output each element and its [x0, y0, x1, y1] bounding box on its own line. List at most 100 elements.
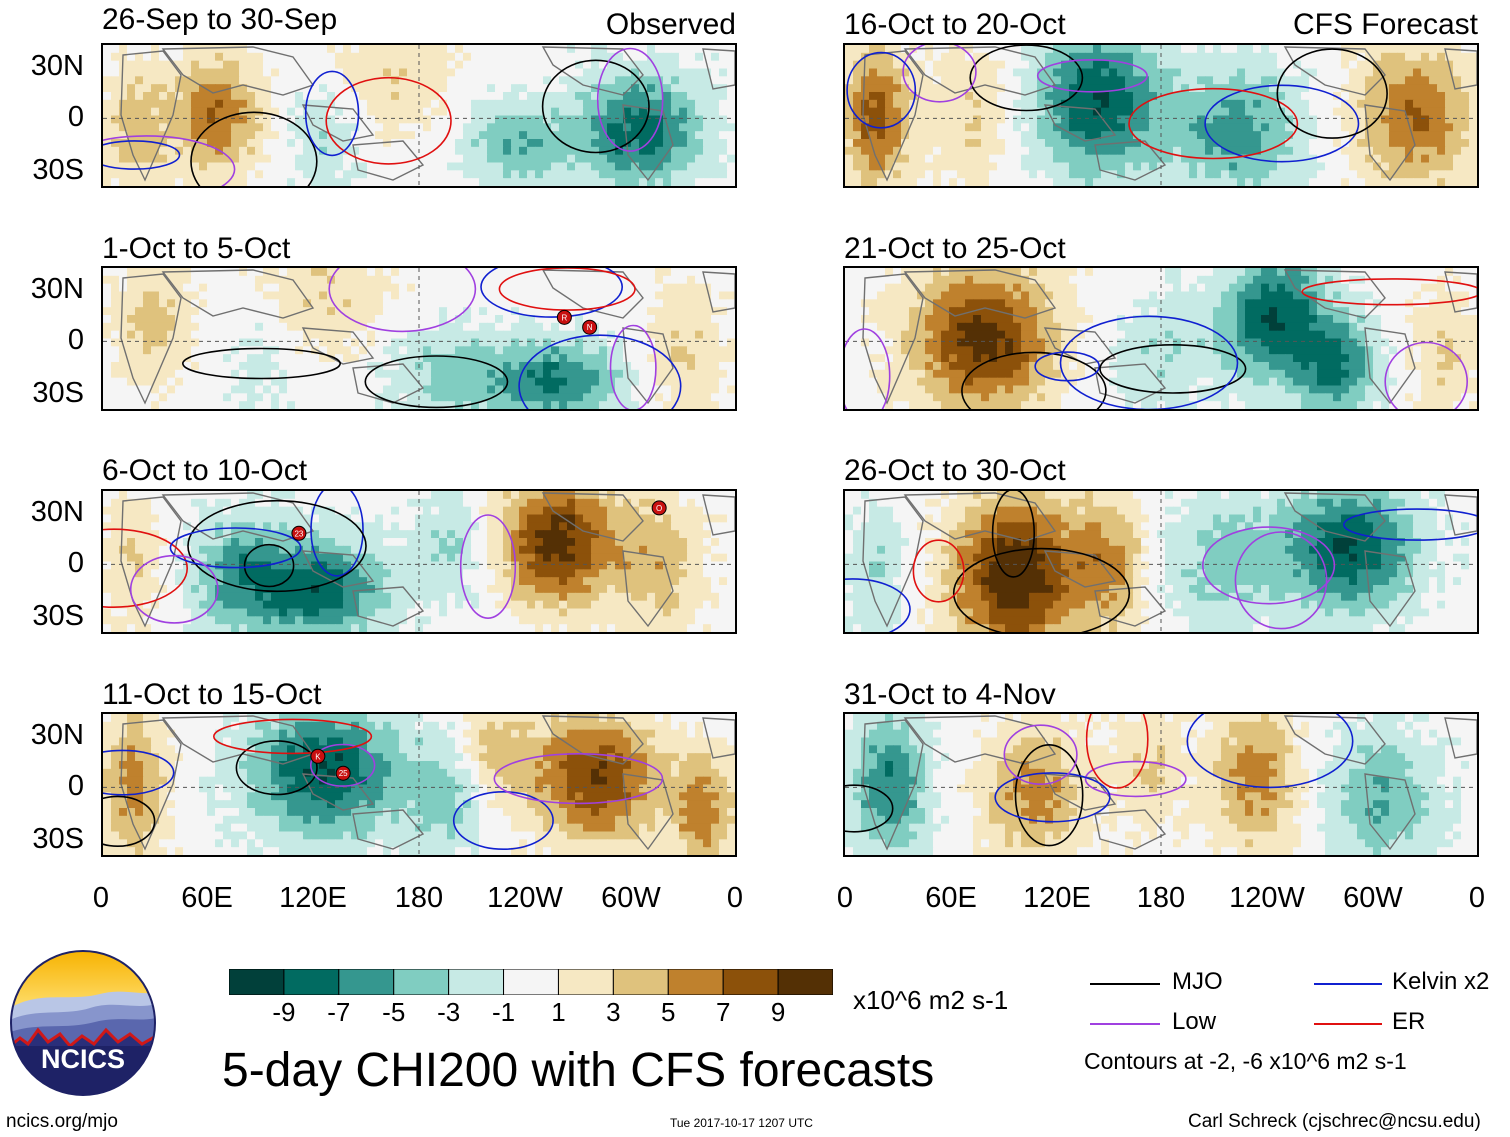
kelvin-contour [846, 51, 917, 129]
mjo-contour [243, 543, 295, 588]
coastline [702, 494, 735, 536]
kelvin-contour [304, 70, 360, 157]
map-panel-1 [101, 43, 737, 188]
lon-label: 0 [1468, 882, 1486, 914]
lon-label: 0 [726, 882, 744, 914]
lat-label-eq: 0 [67, 101, 84, 133]
kelvin-contour [310, 491, 364, 577]
kelvin-contour [1343, 508, 1477, 541]
lon-label: 120W [487, 882, 563, 914]
lat-label-30n: 30N [30, 719, 84, 751]
coastline [1283, 492, 1386, 542]
coastline [903, 492, 1057, 542]
storm-marker-label: N [587, 323, 593, 332]
coastline [862, 496, 924, 628]
lat-label-30s: 30S [32, 377, 84, 409]
er-contour [325, 76, 452, 165]
legend-line-low [1090, 1023, 1160, 1025]
low-contour [459, 514, 517, 619]
lat-label-30s: 30S [32, 600, 84, 632]
observed-label: Observed [605, 8, 736, 41]
legend-label-mjo: MJO [1172, 968, 1223, 995]
low-contour [103, 135, 236, 186]
legend-line-kelvin [1314, 983, 1382, 985]
coastline [903, 46, 1057, 96]
low-contour [310, 743, 376, 787]
lon-label: 180 [1136, 882, 1186, 914]
er-contour [213, 718, 373, 755]
low-contour [845, 328, 891, 409]
er-contour [1301, 278, 1477, 306]
coastline [161, 715, 315, 765]
low-contour [609, 324, 657, 409]
kelvin-contour [1204, 84, 1360, 163]
coastline [1444, 271, 1477, 313]
main-title: 5-day CHI200 with CFS forecasts [222, 1044, 935, 1097]
lon-label: 60W [1343, 882, 1403, 914]
er-contour [1128, 87, 1299, 160]
lon-label: 60E [181, 882, 233, 914]
coastline [622, 773, 674, 851]
legend-line-mjo [1090, 983, 1160, 985]
coastline [862, 50, 924, 182]
legend-label-kelvin: Kelvin x2 [1392, 968, 1490, 995]
footer-credit: Carl Schreck (cjschrec@ncsu.edu) [1188, 1111, 1481, 1132]
map-panel-7 [843, 489, 1479, 634]
storm-marker-label: R [561, 313, 567, 322]
lat-label-eq: 0 [67, 324, 84, 356]
er-contour [1085, 714, 1149, 789]
map-field: K 25 [103, 714, 735, 855]
mjo-contour [969, 45, 1084, 112]
colorbar-tick-label: -9 [272, 997, 296, 1027]
map-field [845, 491, 1477, 632]
map-field: 23 O [103, 491, 735, 632]
mjo-contour [190, 111, 318, 186]
low-contour [1003, 724, 1078, 786]
coastline [1094, 140, 1167, 181]
panel-title-3: 6-Oct to 10-Oct [102, 454, 308, 487]
coastline [161, 492, 315, 542]
footer-url[interactable]: ncics.org/mjo [6, 1111, 118, 1132]
cfs-forecast-label: CFS Forecast [1292, 8, 1478, 41]
colorbar-tick-label: 9 [770, 997, 786, 1027]
mjo-contour [103, 795, 156, 847]
panel-title-2: 1-Oct to 5-Oct [102, 232, 291, 265]
coastline [541, 269, 644, 319]
map-field [845, 714, 1477, 855]
low-contour [1234, 531, 1328, 630]
map-field: RN [103, 268, 735, 409]
colorbar-tick-label: -3 [437, 997, 461, 1027]
storm-marker [651, 500, 667, 516]
low-contour [328, 268, 477, 333]
coastline [1364, 327, 1416, 405]
low-contour [493, 752, 664, 805]
coastline [622, 104, 674, 182]
lon-label: 120W [1229, 882, 1305, 914]
coastline [702, 717, 735, 759]
mjo-contour [1014, 743, 1084, 847]
colorbar-graphic [228, 968, 834, 996]
map-panel-8 [843, 712, 1479, 857]
storm-marker [335, 765, 351, 781]
low-contour [1201, 526, 1336, 605]
low-contour [1036, 58, 1148, 93]
colorbar-swatch [283, 968, 340, 996]
colorbar-tick-label: 5 [661, 997, 676, 1027]
kelvin-contour [103, 749, 175, 796]
map-panel-6 [843, 266, 1479, 411]
coastline [161, 46, 315, 96]
contour-note: Contours at -2, -6 x10^6 m2 s-1 [1084, 1048, 1407, 1074]
coastline [903, 715, 1057, 765]
map-panel-3: 23 O [101, 489, 737, 634]
colorbar [228, 968, 834, 996]
map-field [845, 45, 1477, 186]
ncics-logo-graphic: NCICS [10, 950, 156, 1096]
coastline [903, 269, 1057, 319]
lon-label: 60E [925, 882, 977, 914]
storm-marker [291, 525, 307, 541]
coastline [1094, 809, 1167, 850]
legend-line-er [1314, 1023, 1382, 1025]
coastline [1444, 48, 1477, 90]
colorbar-tick-label: 1 [551, 997, 566, 1027]
lat-label-30s: 30S [32, 154, 84, 186]
